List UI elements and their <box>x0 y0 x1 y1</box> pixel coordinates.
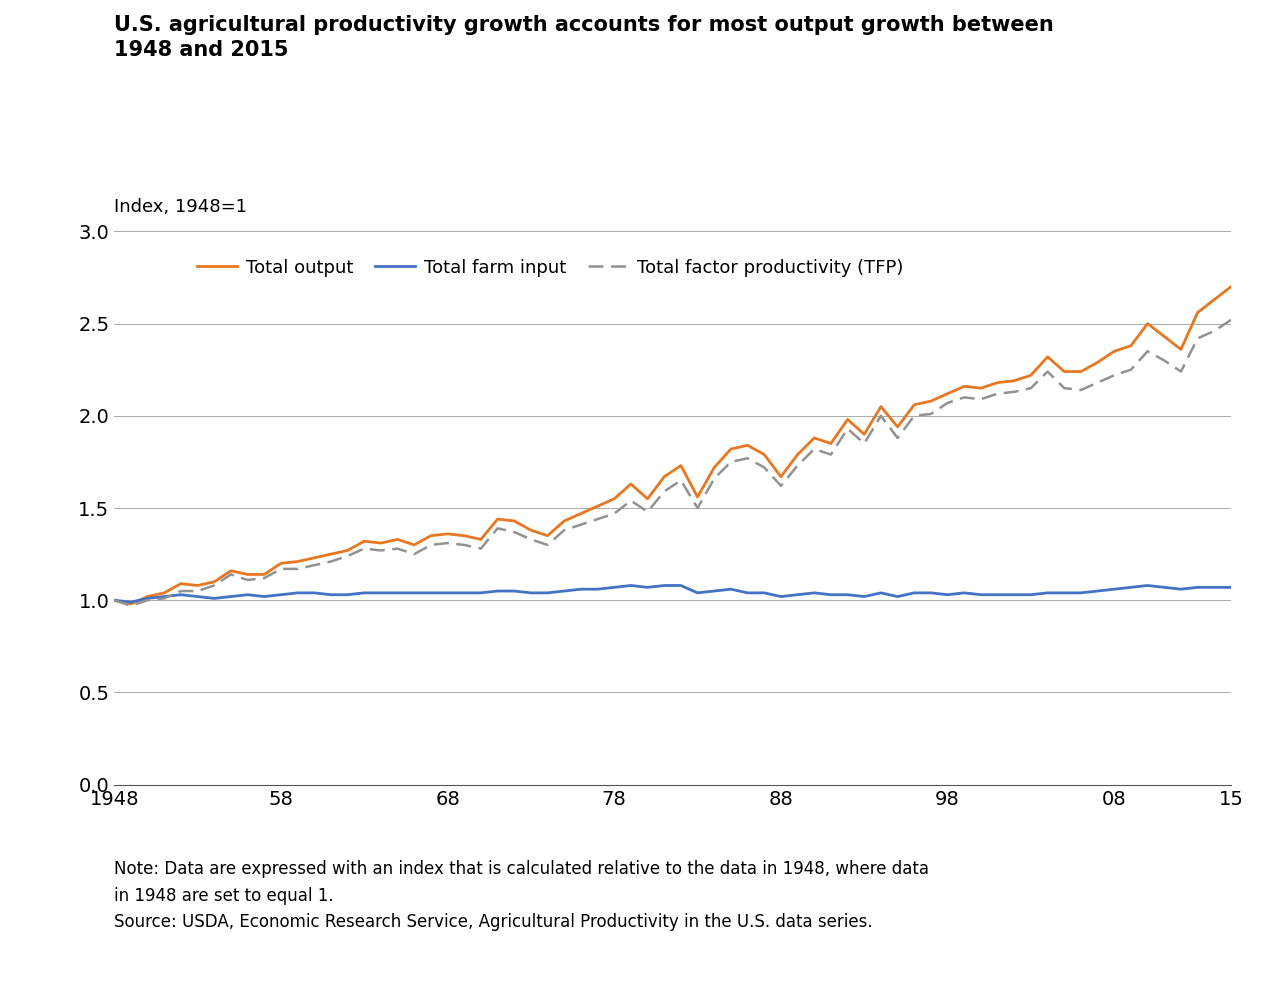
Total output <box>1123 340 1138 352</box>
Total output <box>590 500 605 512</box>
Total farm input <box>1140 579 1155 592</box>
Total farm input <box>940 589 956 601</box>
Total farm input <box>107 595 122 607</box>
Total farm input <box>1023 589 1038 601</box>
Total output <box>756 449 772 461</box>
Total farm input <box>1123 581 1138 594</box>
Total output <box>123 598 138 610</box>
Total farm input <box>890 591 905 603</box>
Total factor productivity (TFP) <box>1123 364 1138 376</box>
Total factor productivity (TFP) <box>756 462 772 474</box>
Line: Total factor productivity (TFP): Total factor productivity (TFP) <box>114 320 1231 606</box>
Line: Total output: Total output <box>114 287 1231 604</box>
Total factor productivity (TFP) <box>123 600 138 612</box>
Total factor productivity (TFP) <box>773 480 788 492</box>
Total factor productivity (TFP) <box>373 544 388 556</box>
Total factor productivity (TFP) <box>390 542 405 554</box>
Text: Note: Data are expressed with an index that is calculated relative to the data i: Note: Data are expressed with an index t… <box>114 860 929 931</box>
Total farm input <box>1223 581 1239 594</box>
Total output <box>107 595 122 607</box>
Text: U.S. agricultural productivity growth accounts for most output growth between
19: U.S. agricultural productivity growth ac… <box>114 15 1055 60</box>
Total factor productivity (TFP) <box>1223 314 1239 326</box>
Total output <box>390 533 405 545</box>
Text: Index, 1948=1: Index, 1948=1 <box>114 198 247 216</box>
Total farm input <box>1156 581 1171 594</box>
Total output <box>1223 281 1239 293</box>
Legend: Total output, Total farm input, Total factor productivity (TFP): Total output, Total farm input, Total fa… <box>190 252 910 284</box>
Total farm input <box>123 596 138 608</box>
Line: Total farm input: Total farm input <box>114 585 1231 602</box>
Total factor productivity (TFP) <box>107 595 122 607</box>
Total output <box>373 537 388 549</box>
Total factor productivity (TFP) <box>590 513 605 525</box>
Total output <box>773 471 788 483</box>
Total farm input <box>623 579 638 592</box>
